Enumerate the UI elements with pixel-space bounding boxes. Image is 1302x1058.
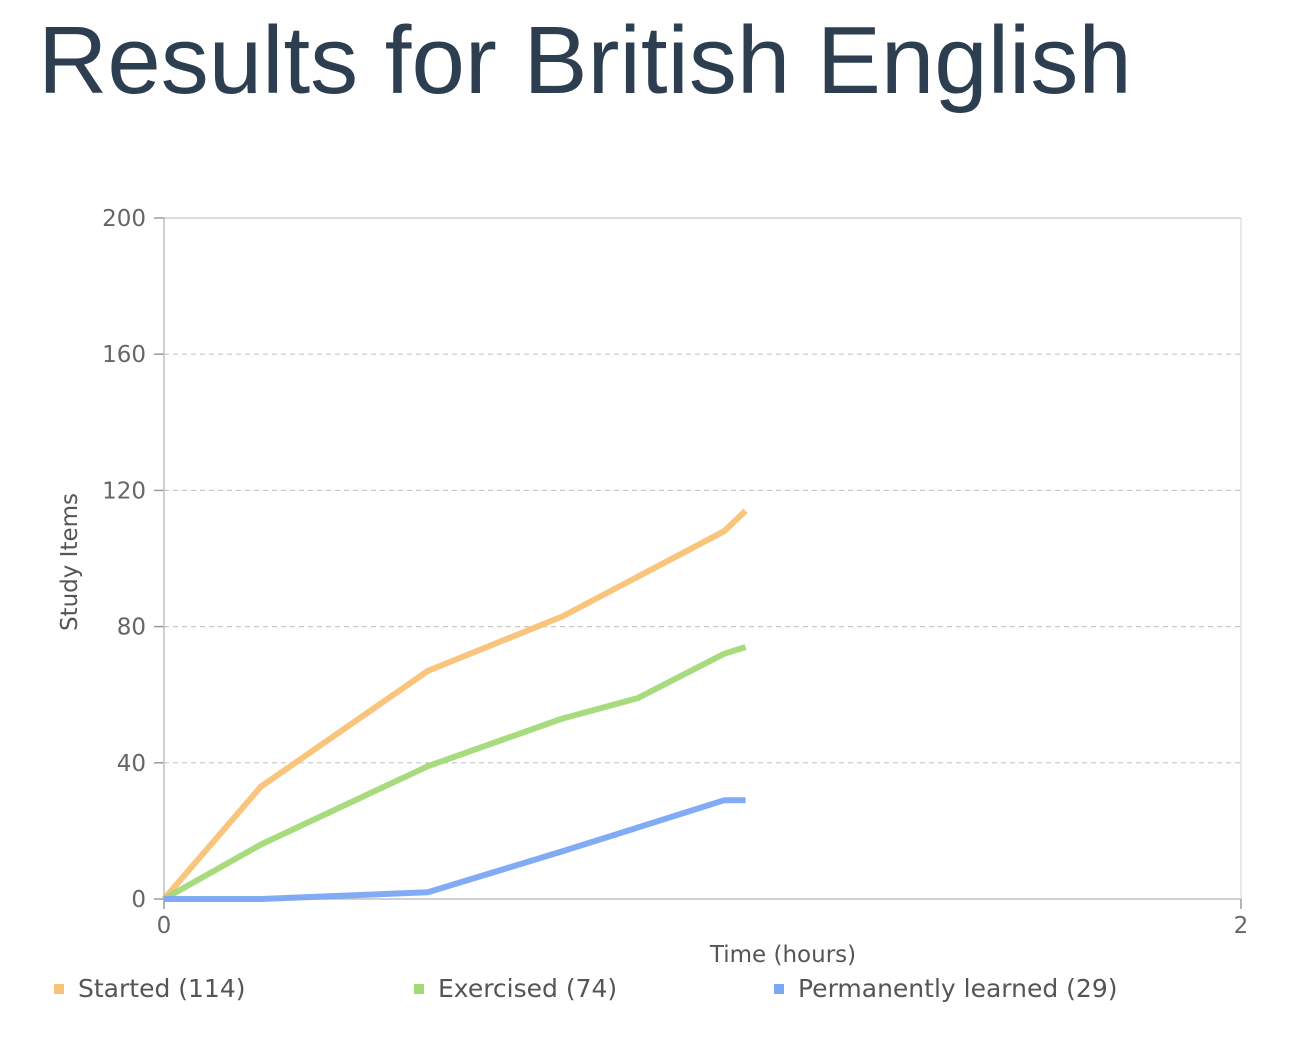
series-layer xyxy=(161,508,748,902)
y-tick-label-0: 0 xyxy=(131,887,146,913)
page-title: Results for British English xyxy=(38,7,1132,114)
legend-item-0: Started (114) xyxy=(54,974,246,1003)
y-tick-label-160: 160 xyxy=(102,342,146,368)
axis-layer: 0 40 80 120 160 200 0 2 xyxy=(102,206,1248,939)
series-line-0 xyxy=(161,508,748,901)
legend-swatch-1 xyxy=(414,984,424,994)
y-tick-label-200: 200 xyxy=(102,206,146,232)
x-tick-label-0: 0 xyxy=(157,913,172,939)
legend: Started (114) Exercised (74) Permanently l… xyxy=(54,974,1117,1003)
y-tick-label-40: 40 xyxy=(117,751,146,777)
legend-item-1: Exercised (74) xyxy=(414,974,617,1003)
x-axis-title: Time (hours) xyxy=(709,942,856,968)
y-axis-title: Study Items xyxy=(57,493,83,631)
x-tick-label-2: 2 xyxy=(1234,913,1249,939)
series-line-1 xyxy=(162,644,747,902)
legend-label-2: Permanently learned (29) xyxy=(798,974,1117,1003)
grid-layer xyxy=(164,217,1241,764)
y-tick-label-80: 80 xyxy=(117,615,146,641)
legend-item-2: Permanently learned (29) xyxy=(774,974,1117,1003)
y-tick-label-120: 120 xyxy=(102,478,146,504)
legend-swatch-0 xyxy=(54,984,64,994)
series-line-2 xyxy=(164,797,746,902)
legend-label-1: Exercised (74) xyxy=(438,974,617,1003)
legend-label-0: Started (114) xyxy=(78,974,246,1003)
legend-swatch-2 xyxy=(774,984,784,994)
